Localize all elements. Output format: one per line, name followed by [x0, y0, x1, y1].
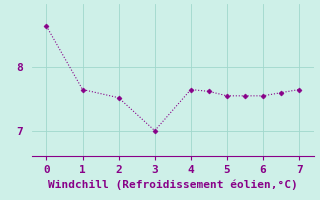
X-axis label: Windchill (Refroidissement éolien,°C): Windchill (Refroidissement éolien,°C)	[48, 179, 298, 190]
